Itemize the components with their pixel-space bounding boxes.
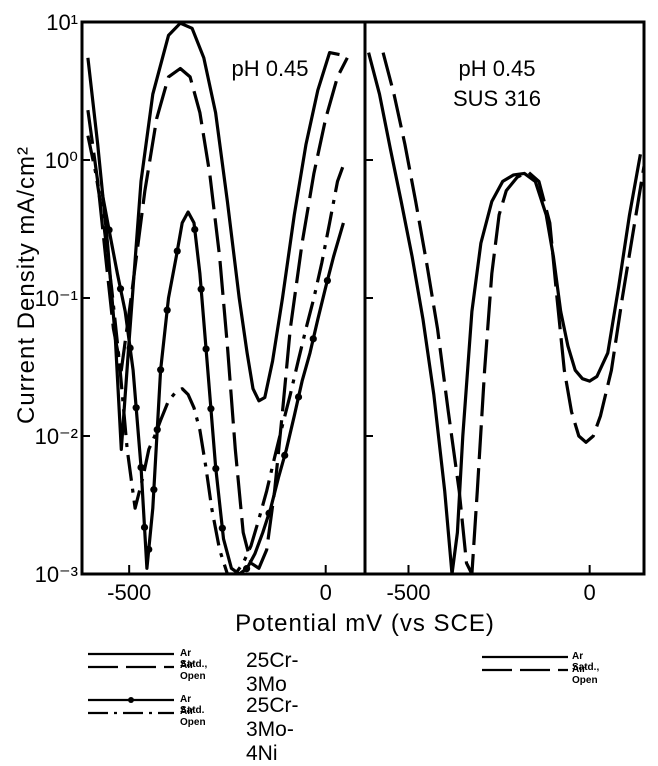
series-marker bbox=[150, 486, 158, 494]
series-line-25cr-3mo-4ni-ar-satd bbox=[100, 190, 345, 574]
panel-annotation: SUS 316 bbox=[453, 86, 541, 111]
series-marker bbox=[191, 225, 199, 234]
y-axis: 10¹ 10⁰ 10⁻¹ 10⁻² 10⁻³ bbox=[35, 10, 373, 587]
series-marker bbox=[116, 285, 125, 293]
series-line-sus-316-ar-satd bbox=[367, 52, 642, 574]
series-marker bbox=[323, 276, 331, 285]
panel-annotation: pH 0.45 bbox=[458, 56, 535, 81]
series-marker bbox=[132, 404, 140, 412]
y-tick-label: 10⁻³ bbox=[35, 562, 78, 587]
series-marker bbox=[163, 306, 171, 314]
x-tick-label: 0 bbox=[320, 580, 332, 605]
series-marker bbox=[281, 451, 289, 459]
series-marker bbox=[207, 405, 215, 413]
series-marker bbox=[212, 464, 220, 473]
y-tick-label: 10¹ bbox=[46, 10, 78, 35]
series-marker bbox=[265, 509, 273, 517]
series-marker bbox=[173, 247, 181, 255]
legend-entry-label: Ar Satd., bbox=[572, 651, 600, 673]
panel-annotation: pH 0.45 bbox=[231, 56, 308, 81]
x-axis: -500 0 -500 0 bbox=[107, 565, 596, 605]
legend-entry-label: Ar Satd. bbox=[180, 694, 205, 716]
series-marker bbox=[140, 523, 149, 531]
panel-annotations: pH 0.45 pH 0.45 SUS 316 bbox=[231, 56, 541, 111]
y-tick-label: 10⁻² bbox=[35, 424, 78, 449]
x-axis-label: Potential mV (vs SCE) bbox=[235, 610, 495, 637]
plot-panel-right bbox=[367, 52, 644, 574]
series-marker bbox=[153, 426, 161, 434]
legend-swatch-marker bbox=[128, 697, 134, 703]
y-tick-label: 10⁻¹ bbox=[35, 286, 78, 311]
series-marker bbox=[218, 524, 226, 532]
legend-swatches bbox=[88, 652, 568, 715]
legend-entry-label: Air Open bbox=[572, 664, 598, 686]
legend-entry-label: Ar Satd., bbox=[180, 648, 208, 670]
series-line-25cr-3mo-4ni-air-open bbox=[86, 135, 347, 574]
x-tick-label: -500 bbox=[107, 580, 151, 605]
series-marker bbox=[202, 345, 210, 353]
legend-alloy-label: 25Cr-3Mo-4Ni bbox=[246, 694, 299, 765]
series-marker bbox=[243, 565, 251, 573]
legend-alloy-label: 25Cr-3Mo bbox=[246, 649, 299, 696]
y-tick-label: 10⁰ bbox=[45, 148, 78, 173]
series-marker bbox=[294, 393, 303, 401]
series-marker bbox=[105, 226, 113, 234]
x-tick-label: 0 bbox=[584, 580, 596, 605]
series-marker bbox=[145, 545, 153, 553]
legend-entry-label: Air Open bbox=[180, 660, 206, 682]
series-marker bbox=[197, 285, 205, 293]
plot-panel-left bbox=[86, 22, 349, 574]
series-line-25cr-3mo-ar-satd bbox=[86, 22, 340, 451]
x-tick-label: -500 bbox=[386, 580, 430, 605]
series-marker bbox=[137, 463, 145, 472]
series-line-sus-316-air-open bbox=[381, 52, 644, 574]
series-marker bbox=[309, 335, 317, 343]
y-axis-label: Current Density mA/cm² bbox=[13, 146, 40, 424]
legend-entry-label: Air Open bbox=[180, 706, 206, 728]
series-marker bbox=[157, 366, 165, 374]
series-marker bbox=[126, 344, 134, 352]
